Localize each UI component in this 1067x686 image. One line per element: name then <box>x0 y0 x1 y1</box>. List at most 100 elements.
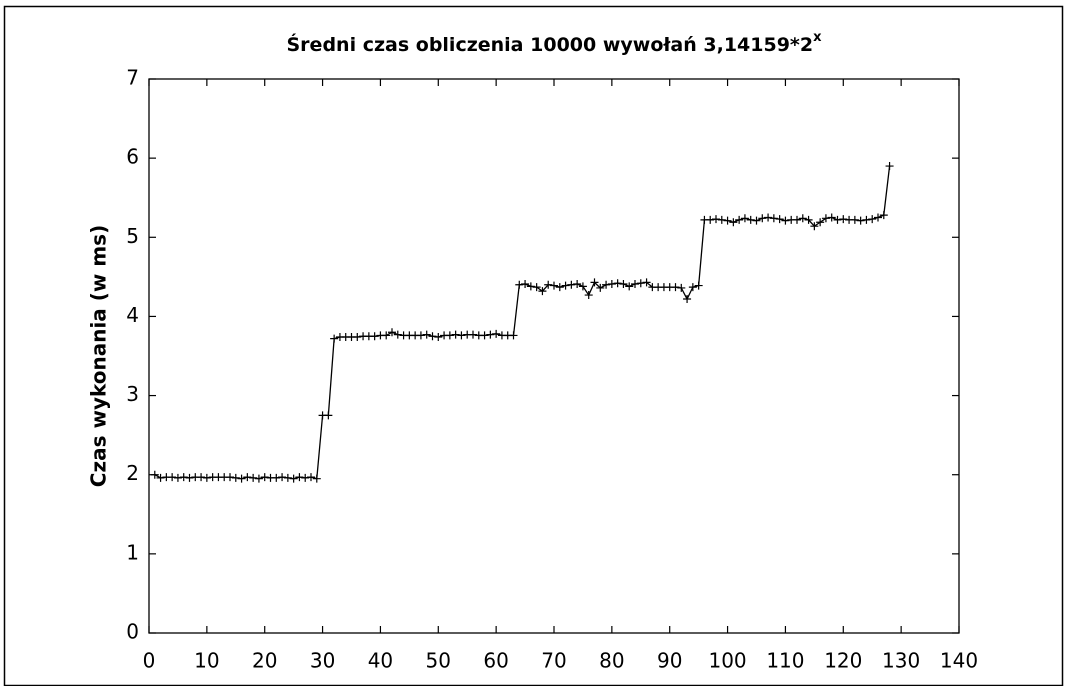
point-marker <box>150 470 159 479</box>
point-marker <box>683 295 692 304</box>
point-marker <box>388 328 396 337</box>
point-marker <box>723 216 732 225</box>
point-marker <box>821 214 830 223</box>
point-marker <box>226 473 234 482</box>
point-marker <box>249 473 258 482</box>
point-marker <box>353 333 362 342</box>
point-marker <box>827 213 836 222</box>
point-marker <box>451 330 460 339</box>
point-marker <box>775 215 784 224</box>
point-marker <box>330 334 339 343</box>
point-marker <box>538 287 547 296</box>
point-marker <box>492 329 501 338</box>
point-marker <box>254 474 263 483</box>
y-tick-label: 0 <box>126 620 139 644</box>
point-marker <box>816 218 825 227</box>
point-marker <box>879 211 888 220</box>
point-marker <box>746 215 755 224</box>
point-marker <box>197 473 206 482</box>
point-marker <box>804 215 813 224</box>
point-marker <box>243 473 252 482</box>
point-marker <box>688 283 697 292</box>
point-marker <box>486 330 495 339</box>
point-marker <box>781 216 790 225</box>
point-marker <box>706 215 715 224</box>
x-tick-label: 60 <box>483 649 508 673</box>
point-marker <box>798 214 807 223</box>
point-marker <box>850 215 859 224</box>
point-marker <box>717 215 726 224</box>
point-marker <box>769 214 778 223</box>
point-marker <box>567 280 576 289</box>
point-marker <box>868 215 877 224</box>
point-marker <box>445 331 454 340</box>
frame <box>3 5 1064 686</box>
x-tick-label: 130 <box>882 649 920 673</box>
x-tick-label: 20 <box>252 649 277 673</box>
x-tick-label: 100 <box>708 649 746 673</box>
point-marker <box>619 279 628 288</box>
point-marker <box>584 291 593 300</box>
point-marker <box>555 283 564 292</box>
point-marker <box>382 331 391 340</box>
point-marker <box>625 282 634 291</box>
x-tick-label: 110 <box>766 649 804 673</box>
point-marker <box>324 411 333 420</box>
point-marker <box>202 473 211 482</box>
point-marker <box>428 332 437 341</box>
y-tick-label: 2 <box>126 461 139 485</box>
point-marker <box>289 474 298 483</box>
point-marker <box>301 473 310 482</box>
y-tick-label: 6 <box>126 145 139 169</box>
point-marker <box>550 281 558 290</box>
point-marker <box>862 215 871 224</box>
y-tick-label: 5 <box>126 224 139 248</box>
point-marker <box>393 330 402 339</box>
point-marker <box>636 279 645 288</box>
point-marker <box>561 281 570 290</box>
point-marker <box>694 281 703 290</box>
point-marker <box>631 279 639 288</box>
point-marker <box>602 280 611 289</box>
x-tick-label: 30 <box>310 649 335 673</box>
point-marker <box>712 215 720 224</box>
point-marker <box>312 474 321 483</box>
y-tick-label: 3 <box>126 382 139 406</box>
y-tick-label: 4 <box>126 303 139 327</box>
point-marker <box>544 280 553 289</box>
point-marker <box>758 214 767 223</box>
point-marker <box>457 331 466 340</box>
x-tick-label: 120 <box>824 649 862 673</box>
chart-title: Średni czas obliczenia 10000 wywołań 3,1… <box>287 30 823 56</box>
point-marker <box>596 283 605 292</box>
point-marker <box>521 279 530 288</box>
point-marker <box>810 222 819 231</box>
x-tick-label: 50 <box>426 649 451 673</box>
point-marker <box>874 213 882 222</box>
point-marker <box>735 215 744 224</box>
point-marker <box>578 282 587 291</box>
title-main: Średni czas obliczenia 10000 wywołań 3,1… <box>287 32 814 56</box>
x-tick-label: 70 <box>541 649 566 673</box>
y-tick-label: 1 <box>126 540 139 564</box>
point-marker <box>480 331 489 340</box>
point-marker <box>839 215 848 224</box>
x-tick-label: 80 <box>599 649 624 673</box>
title-superscript: x <box>813 30 822 45</box>
y-tick-label: 7 <box>126 66 139 90</box>
plot-area <box>148 78 960 634</box>
point-marker <box>179 473 188 482</box>
point-marker <box>671 283 680 292</box>
point-marker <box>856 216 865 225</box>
point-marker <box>885 162 894 171</box>
point-marker <box>729 218 738 227</box>
x-tick-label: 0 <box>143 649 156 673</box>
point-marker <box>740 214 749 223</box>
point-marker <box>307 473 315 482</box>
point-marker <box>607 279 616 288</box>
point-marker <box>156 473 165 482</box>
data-line <box>154 165 891 480</box>
point-marker <box>370 332 379 341</box>
point-marker <box>416 331 425 340</box>
point-marker <box>469 330 477 339</box>
